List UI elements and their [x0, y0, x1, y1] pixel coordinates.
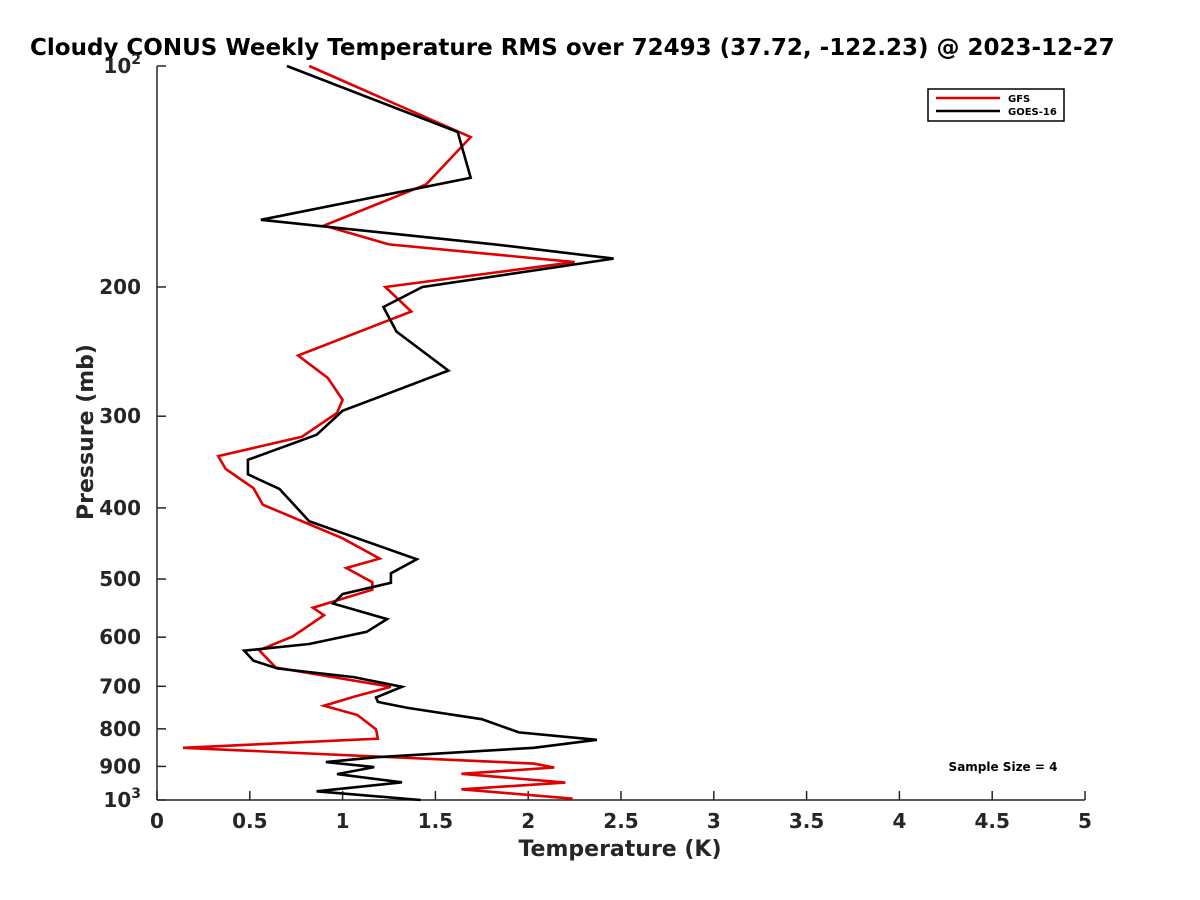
legend: GFS GOES-16 [927, 88, 1065, 122]
y-tick-label: 800 [99, 717, 141, 741]
series-line-gfs [182, 64, 575, 800]
y-axis-label: Pressure (mb) [74, 344, 99, 520]
x-tick-label: 0.5 [232, 809, 267, 833]
y-tick-label: 700 [99, 674, 141, 698]
x-tick-label: 3.5 [789, 809, 824, 833]
x-tick-label: 1.5 [418, 809, 453, 833]
x-tick-label: 5 [1078, 809, 1092, 833]
legend-box [927, 88, 1065, 122]
y-tick-label: 102 [103, 52, 141, 78]
x-tick-label: 2 [521, 809, 535, 833]
x-tick-label: 1 [336, 809, 350, 833]
y-tick-label: 500 [99, 567, 141, 591]
y-tick-label: 103 [103, 786, 141, 812]
legend-label: GFS [1008, 94, 1030, 105]
y-tick-label: 200 [99, 275, 141, 299]
legend-label: GOES-16 [1008, 107, 1057, 118]
x-tick-label: 3 [707, 809, 721, 833]
series-line-goes-16 [241, 64, 614, 802]
x-tick-label: 2.5 [603, 809, 638, 833]
y-tick-label: 400 [99, 496, 141, 520]
chart-title: Cloudy CONUS Weekly Temperature RMS over… [30, 35, 1115, 61]
y-tick-label: 600 [99, 625, 141, 649]
axes: 0 0.5 1 1.5 2 2.5 3 3.5 4 4.5 5 102 200 300 400 500 600 7… [99, 52, 1092, 833]
x-tick-label: 4.5 [974, 809, 1009, 833]
x-tick-label: 0 [150, 809, 164, 833]
y-tick-label: 900 [99, 754, 141, 778]
x-axis-label: Temperature (K) [518, 837, 721, 862]
y-tick-label: 300 [99, 404, 141, 428]
series-layer [182, 64, 614, 802]
sample-size-note: Sample Size = 4 [949, 760, 1058, 774]
x-tick-label: 4 [892, 809, 906, 833]
